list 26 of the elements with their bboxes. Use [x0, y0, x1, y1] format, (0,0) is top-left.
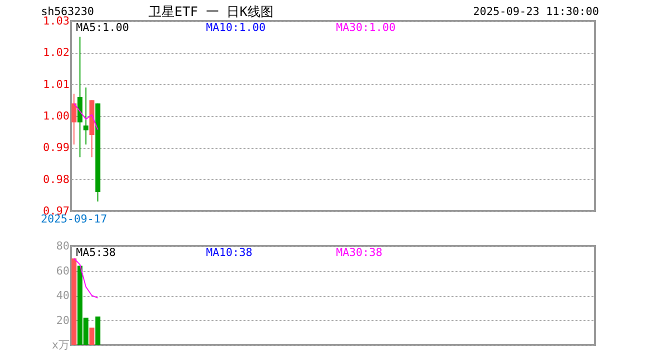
bar: [95, 316, 100, 345]
line-series: [73, 258, 98, 298]
annotation: MA5:38: [76, 246, 116, 259]
y-tick-label: 60: [56, 264, 70, 278]
bar: [71, 258, 76, 345]
candlestick: [71, 93, 76, 145]
y-tick-label: 40: [56, 289, 70, 302]
y-tick-label: 0.99: [43, 141, 70, 154]
annotation: MA10:38: [206, 246, 252, 259]
y-tick-label: 1.03: [43, 14, 70, 28]
chart-title: 卫星ETF 一 日K线图: [148, 5, 274, 20]
y-tick-label: 1.02: [43, 46, 70, 60]
y-tick-label: 1.00: [43, 110, 70, 122]
bar: [89, 328, 94, 345]
y-tick-label: 80: [56, 240, 70, 252]
y-tick-label: x万: [52, 338, 70, 352]
annotation: MA10:1.00: [206, 21, 266, 34]
line-series: [73, 102, 98, 130]
annotation: MA30:38: [336, 246, 382, 259]
y-tick-label: 1.01: [43, 78, 70, 91]
annotation: MA5:1.00: [76, 21, 129, 34]
candlestick: [83, 87, 88, 145]
annotation: MA30:1.00: [336, 21, 396, 34]
y-tick-label: 0.98: [43, 172, 70, 186]
text: 2025-09-23 11:30:00: [473, 5, 599, 18]
y-tick-label: 20: [56, 314, 70, 327]
